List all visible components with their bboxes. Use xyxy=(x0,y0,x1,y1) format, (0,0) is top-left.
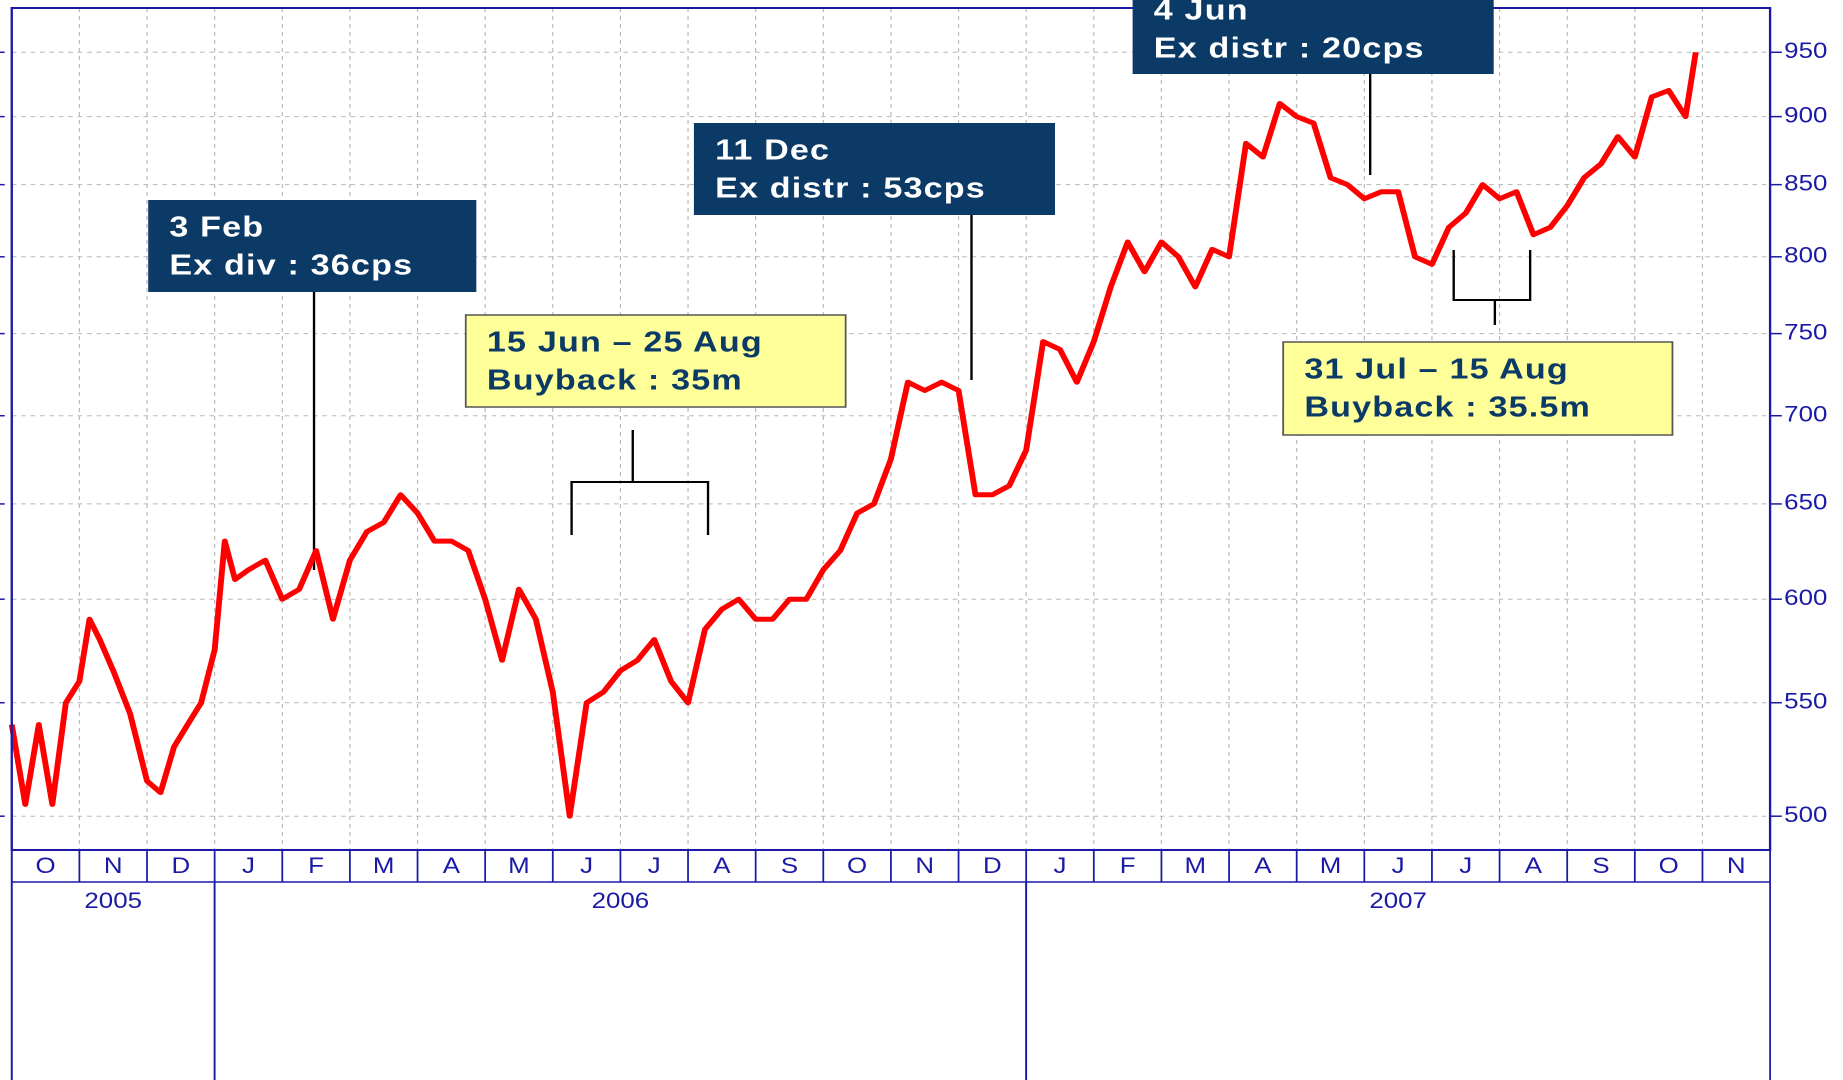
year-label: 2007 xyxy=(1369,889,1427,914)
x-tick-label: A xyxy=(713,854,730,879)
annotation-text: 31 Jul – 15 Aug xyxy=(1304,352,1569,385)
x-tick-label: M xyxy=(1184,854,1206,879)
y-tick-label: 600 xyxy=(1784,586,1827,611)
annotation-text: 15 Jun – 25 Aug xyxy=(487,325,763,358)
x-tick-label: S xyxy=(1592,854,1609,879)
y-tick-label: 550 xyxy=(1784,689,1827,714)
y-tick-label: 850 xyxy=(1784,171,1827,196)
y-tick-label: 500 xyxy=(1784,803,1827,828)
y-tick-label: 750 xyxy=(1784,320,1827,345)
annotation-text: Ex distr : 53cps xyxy=(715,171,986,204)
x-tick-label: J xyxy=(242,854,255,879)
x-tick-label: J xyxy=(1459,854,1472,879)
x-tick-label: J xyxy=(580,854,593,879)
bracket xyxy=(1452,250,1532,325)
annotation-text: Buyback : 35m xyxy=(487,363,743,396)
axes: 500 550 600 650 700 750 800 850 900 950 O N D J F M A M J J… xyxy=(0,7,1827,1080)
x-tick-label: J xyxy=(1392,854,1405,879)
annotation-text: 4 Jun xyxy=(1154,0,1249,26)
annotation-text: 11 Dec xyxy=(715,133,830,166)
x-tick-label: J xyxy=(648,854,661,879)
x-tick-label: A xyxy=(1525,854,1542,879)
annotation-text: Ex distr : 20cps xyxy=(1154,31,1425,64)
y-tick-label: 650 xyxy=(1784,491,1827,516)
annotation-box xyxy=(464,314,847,408)
price-line xyxy=(8,51,1699,819)
year-label: 2006 xyxy=(592,889,650,914)
x-tick-label: N xyxy=(915,854,934,879)
x-tick-label: D xyxy=(171,854,190,879)
annotation-box xyxy=(693,123,1055,215)
x-tick-label: D xyxy=(983,854,1002,879)
x-tick-label: M xyxy=(1320,854,1342,879)
year-label: 2005 xyxy=(84,889,142,914)
y-tick-label: 950 xyxy=(1784,39,1827,64)
bracket xyxy=(570,430,710,535)
annotation-text: Buyback : 35.5m xyxy=(1304,390,1591,423)
annotation-text: Ex div : 36cps xyxy=(169,248,413,281)
annotation-box xyxy=(1282,341,1674,436)
x-tick-label: M xyxy=(373,854,395,879)
annotation-box xyxy=(148,200,477,292)
plot-frame xyxy=(10,7,1772,851)
x-tick-label: M xyxy=(508,854,530,879)
x-tick-label: A xyxy=(1254,854,1271,879)
annotation-text: 3 Feb xyxy=(169,210,264,243)
y-tick-label: 900 xyxy=(1784,103,1827,128)
x-tick-label: N xyxy=(1727,854,1746,879)
annotations: 3 Feb Ex div : 36cps 15 Jun – 25 Aug Buybac… xyxy=(148,0,1674,436)
x-tick-label: F xyxy=(308,854,324,879)
x-tick-label: N xyxy=(104,854,123,879)
x-tick-label: F xyxy=(1120,854,1136,879)
x-tick-label: A xyxy=(443,854,460,879)
annotation-box xyxy=(1132,0,1494,74)
x-tick-label: O xyxy=(847,854,867,879)
x-tick-label: O xyxy=(1659,854,1679,879)
y-tick-label: 800 xyxy=(1784,243,1827,268)
x-tick-label: O xyxy=(36,854,56,879)
x-tick-label: S xyxy=(781,854,798,879)
x-tick-label: J xyxy=(1054,854,1067,879)
series xyxy=(8,51,1699,819)
y-tick-label: 700 xyxy=(1784,402,1827,427)
